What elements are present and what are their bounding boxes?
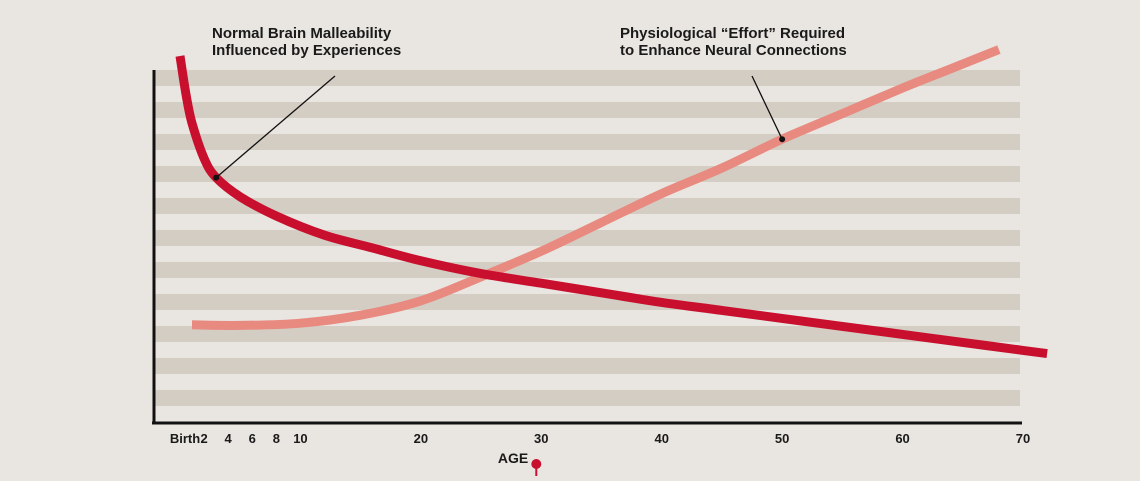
background-band — [154, 198, 1020, 214]
series-line-effort — [191, 45, 1001, 330]
x-tick-label: 30 — [534, 431, 548, 446]
series-line-malleability — [175, 55, 1048, 359]
background-band — [154, 358, 1020, 374]
x-tick-label: 60 — [895, 431, 909, 446]
background-band — [154, 134, 1020, 150]
annotation-text: Physiological “Effort” Required — [620, 25, 845, 42]
x-tick-label: 70 — [1016, 431, 1030, 446]
annotation-text: Normal Brain Malleability — [212, 25, 392, 42]
x-tick-label: Birth — [170, 431, 200, 446]
x-tick-label: 4 — [225, 431, 233, 446]
x-tick-label: 20 — [414, 431, 428, 446]
x-tick-label: 8 — [273, 431, 280, 446]
x-tick-label: 50 — [775, 431, 789, 446]
annotation-text: to Enhance Neural Connections — [620, 42, 847, 59]
x-tick-label: 40 — [654, 431, 668, 446]
background-band — [154, 70, 1020, 86]
x-tick-label: 6 — [249, 431, 256, 446]
background-band — [154, 166, 1020, 182]
annotation-leader — [215, 75, 336, 179]
x-tick-labels: Birth 2 4 6 8 10 20 30 40 50 60 70 — [170, 431, 1030, 446]
marker-head — [531, 459, 542, 469]
series-layer — [175, 45, 1048, 359]
background-band — [154, 390, 1020, 406]
annotation-dot — [213, 174, 220, 181]
background-band — [154, 262, 1020, 278]
background-band — [154, 294, 1020, 310]
annotation-dot — [779, 136, 786, 143]
x-tick-label: 2 — [200, 431, 207, 446]
background-bands — [154, 70, 1020, 406]
background-band — [154, 230, 1020, 246]
background-band — [154, 102, 1020, 118]
x-tick-label: 10 — [293, 431, 307, 446]
annotation-leader — [751, 75, 783, 140]
x-axis-title: AGE — [498, 450, 528, 466]
background-band — [154, 326, 1020, 342]
annotation-text: Influenced by Experiences — [212, 42, 401, 59]
age-marker — [531, 459, 542, 476]
axes — [152, 70, 1022, 425]
